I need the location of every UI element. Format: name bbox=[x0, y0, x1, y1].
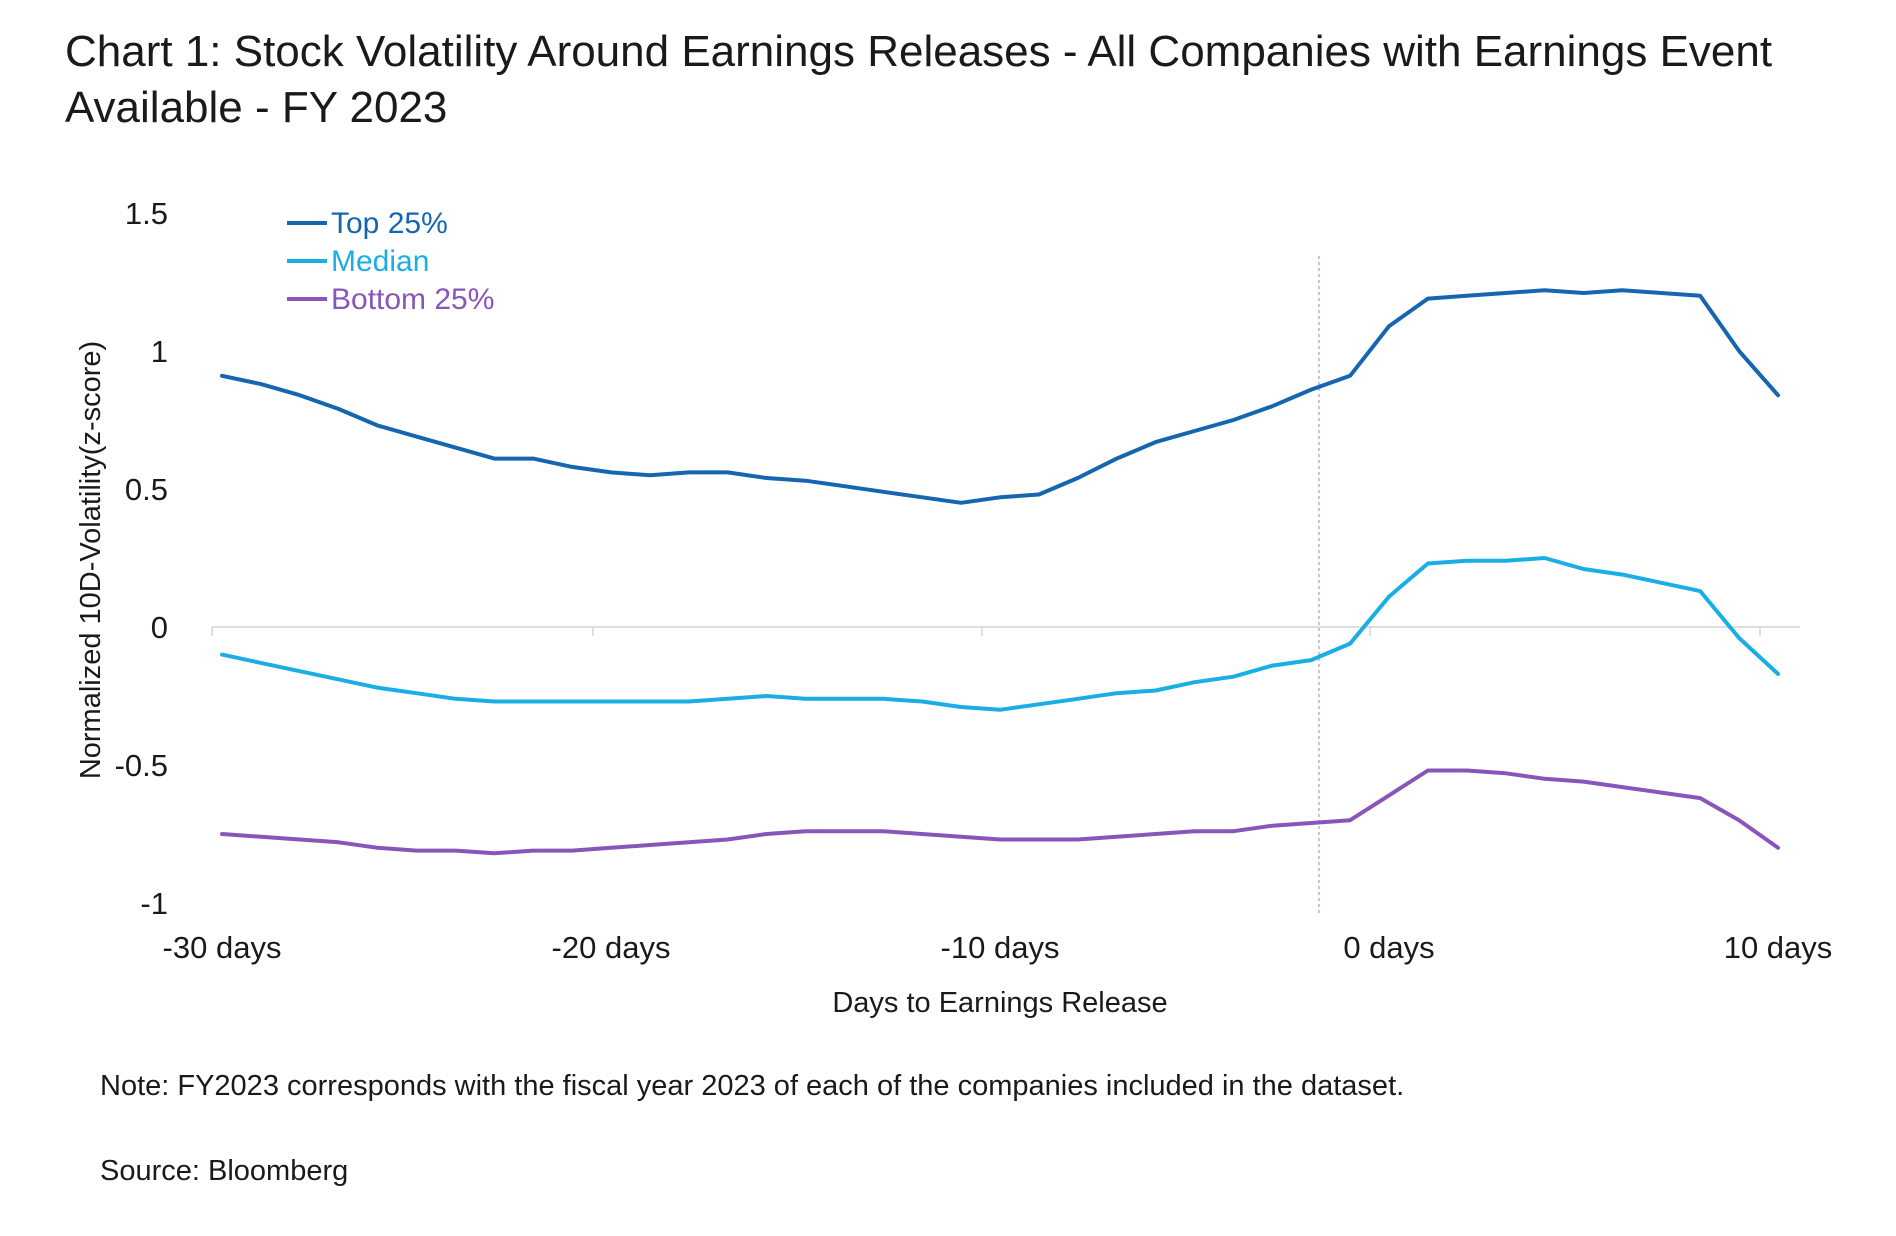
series-lines bbox=[220, 288, 1780, 856]
x-tick-label: -10 days bbox=[941, 930, 1060, 965]
x-axis: -30 days -20 days -10 days 0 days 10 days bbox=[163, 626, 1833, 965]
x-axis-title: Days to Earnings Release bbox=[832, 987, 1167, 1019]
y-axis-title: Normalized 10D-Volatility(z-score) bbox=[75, 341, 107, 779]
legend-label-median: Median bbox=[331, 245, 429, 278]
x-tick-label: 10 days bbox=[1724, 930, 1833, 965]
series-line-bottom-25 bbox=[220, 768, 1780, 856]
x-tick-label: -30 days bbox=[163, 930, 282, 965]
legend-label-bottom-25: Bottom 25% bbox=[331, 283, 494, 316]
y-tick-label: 1.5 bbox=[125, 196, 168, 231]
series-line-median bbox=[220, 556, 1780, 712]
y-tick-label: 1 bbox=[151, 334, 168, 369]
y-tick-label: 0 bbox=[151, 610, 168, 645]
legend: Top 25% Median Bottom 25% bbox=[287, 207, 494, 316]
source-note: Source: Bloomberg bbox=[100, 1155, 349, 1187]
x-tick-label: 0 days bbox=[1343, 930, 1434, 965]
x-tick-label: -20 days bbox=[552, 930, 671, 965]
y-tick-label: -1 bbox=[140, 886, 168, 921]
y-tick-label: 0.5 bbox=[125, 472, 168, 507]
chart-title: Chart 1: Stock Volatility Around Earning… bbox=[65, 27, 1773, 132]
y-tick-label: -0.5 bbox=[115, 748, 168, 783]
y-axis-ticks: 1.5 1 0.5 0 -0.5 -1 bbox=[115, 196, 168, 921]
footnote: Note: FY2023 corresponds with the fiscal… bbox=[100, 1070, 1405, 1102]
series-line-top-25 bbox=[220, 288, 1780, 505]
legend-label-top-25: Top 25% bbox=[331, 207, 448, 240]
